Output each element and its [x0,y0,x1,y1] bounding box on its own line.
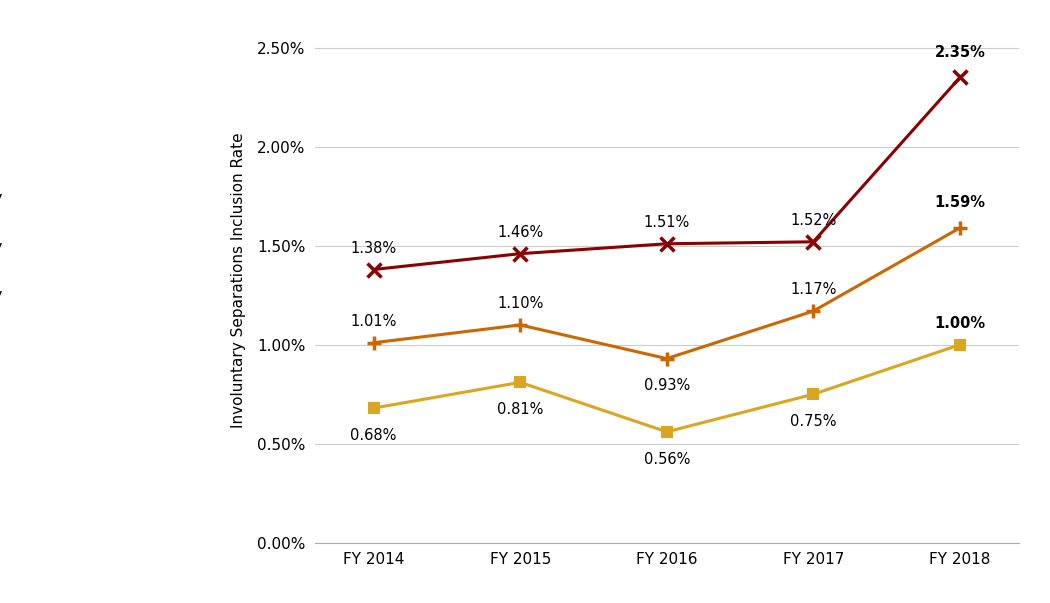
Text: 1.38%: 1.38% [351,241,397,256]
Text: 1.00%: 1.00% [934,316,986,331]
Legend: Targeted
Disability, Any
Disability, No
Disability: Targeted Disability, Any Disability, No … [0,174,3,303]
Text: 1.10%: 1.10% [497,296,544,311]
Text: 1.52%: 1.52% [790,213,837,228]
Text: 1.59%: 1.59% [934,195,985,210]
Text: 0.56%: 0.56% [644,452,690,467]
Text: 1.17%: 1.17% [790,282,837,297]
Text: 0.93%: 0.93% [644,379,690,393]
Text: 2.35%: 2.35% [934,45,985,60]
Text: 1.46%: 1.46% [497,225,543,240]
Text: 1.51%: 1.51% [644,215,690,230]
Text: 1.01%: 1.01% [351,314,397,329]
Text: 0.75%: 0.75% [790,414,837,429]
Text: 0.68%: 0.68% [351,428,397,443]
Y-axis label: Involuntary Separations Inclusion Rate: Involuntary Separations Inclusion Rate [231,133,246,428]
Text: 0.81%: 0.81% [497,402,544,417]
